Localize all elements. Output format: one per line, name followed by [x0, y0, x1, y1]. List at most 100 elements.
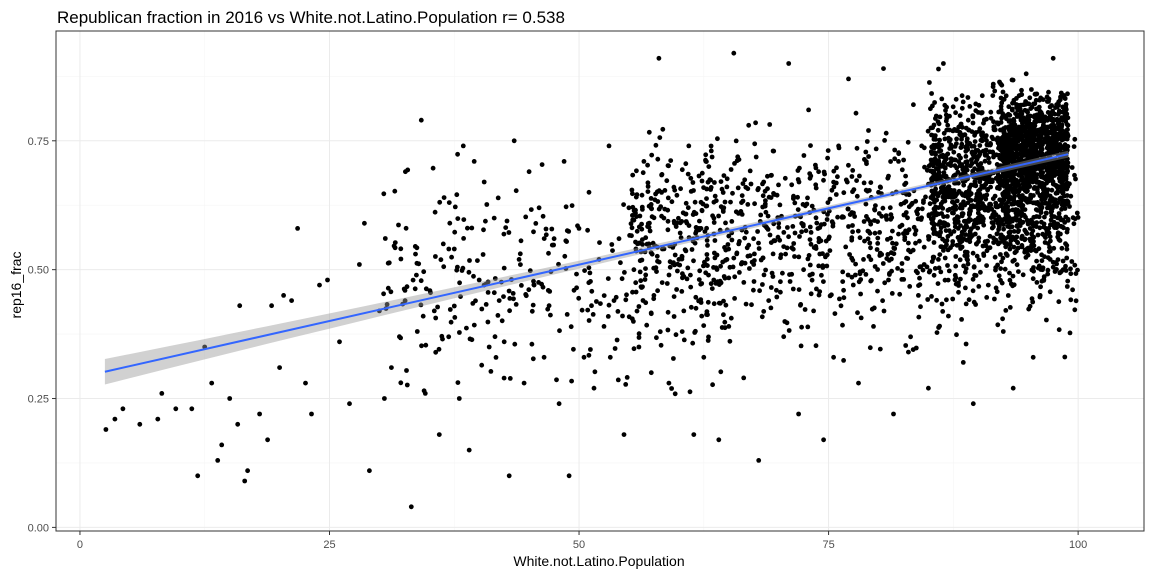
data-point [931, 136, 937, 142]
data-point [965, 261, 971, 267]
data-point [436, 346, 442, 352]
data-point [961, 263, 966, 269]
data-point [1061, 163, 1066, 169]
data-point [871, 324, 876, 329]
data-point [743, 301, 749, 307]
data-point [939, 96, 945, 102]
data-point [958, 172, 964, 178]
data-point [1027, 137, 1033, 142]
data-point [961, 199, 966, 205]
data-point [705, 299, 711, 305]
data-point [975, 225, 981, 231]
data-point [991, 127, 997, 133]
data-point [421, 269, 427, 275]
data-point [936, 265, 942, 271]
data-point [771, 238, 777, 244]
data-point [910, 247, 916, 253]
data-point [611, 298, 617, 303]
data-point [493, 355, 499, 360]
data-point [875, 288, 880, 294]
data-point [501, 231, 507, 237]
data-point [422, 391, 428, 396]
data-point [382, 396, 387, 401]
data-point [464, 325, 469, 331]
data-point [670, 245, 676, 250]
data-point [938, 229, 943, 235]
data-point [1037, 203, 1043, 209]
data-point [976, 257, 982, 263]
data-point [637, 269, 643, 275]
data-point [876, 211, 882, 216]
data-point [855, 310, 860, 316]
data-point [915, 216, 921, 222]
data-point [337, 339, 342, 345]
data-point [438, 257, 444, 263]
data-point [530, 302, 536, 308]
data-point [712, 255, 718, 261]
data-point [856, 279, 862, 285]
data-point [930, 175, 936, 181]
data-point [747, 168, 753, 174]
data-point [934, 297, 939, 303]
data-point [904, 191, 909, 197]
data-point [1051, 126, 1057, 131]
x-tick-label: 100 [1069, 539, 1087, 551]
data-point [562, 253, 568, 259]
data-point [418, 278, 424, 284]
data-point [973, 148, 979, 153]
data-point [921, 200, 926, 206]
data-point [708, 148, 714, 154]
data-point [662, 188, 668, 193]
data-point [988, 109, 994, 115]
data-point [479, 306, 485, 312]
data-point [684, 276, 690, 282]
data-point [856, 380, 861, 386]
data-point [831, 354, 836, 360]
data-point [813, 246, 819, 251]
data-point [959, 229, 965, 235]
data-point [841, 295, 847, 301]
data-point [1000, 146, 1005, 151]
data-point [988, 171, 993, 177]
data-point [1064, 284, 1070, 289]
data-point [480, 252, 486, 257]
data-point [693, 305, 699, 311]
data-point [807, 224, 813, 230]
data-point [796, 179, 802, 185]
data-point [1001, 236, 1007, 242]
data-point [388, 289, 394, 295]
data-point [960, 165, 966, 170]
data-point [751, 287, 756, 293]
data-point [712, 180, 717, 185]
data-point [1009, 224, 1015, 230]
data-point [1034, 214, 1039, 219]
data-point [751, 262, 757, 267]
data-point [586, 352, 592, 358]
data-point [1037, 225, 1043, 231]
data-point [906, 240, 911, 246]
data-point [976, 284, 982, 289]
data-point [964, 160, 970, 166]
data-point [965, 95, 971, 100]
data-point [950, 128, 956, 134]
data-point [385, 260, 391, 266]
data-point [840, 269, 846, 275]
data-point [975, 210, 981, 216]
data-point [1034, 106, 1039, 112]
data-point [790, 246, 796, 252]
data-point [526, 287, 532, 293]
data-point [471, 273, 476, 279]
data-point [790, 286, 796, 292]
data-point [601, 324, 607, 329]
data-point [576, 295, 582, 301]
data-point [588, 279, 593, 284]
data-point [1029, 147, 1034, 153]
data-point [367, 468, 372, 474]
data-point [1015, 112, 1021, 118]
data-point [614, 337, 620, 343]
data-point [974, 194, 980, 200]
data-point [971, 264, 977, 270]
data-point [582, 268, 587, 273]
data-point [120, 406, 126, 412]
data-point [685, 171, 691, 177]
